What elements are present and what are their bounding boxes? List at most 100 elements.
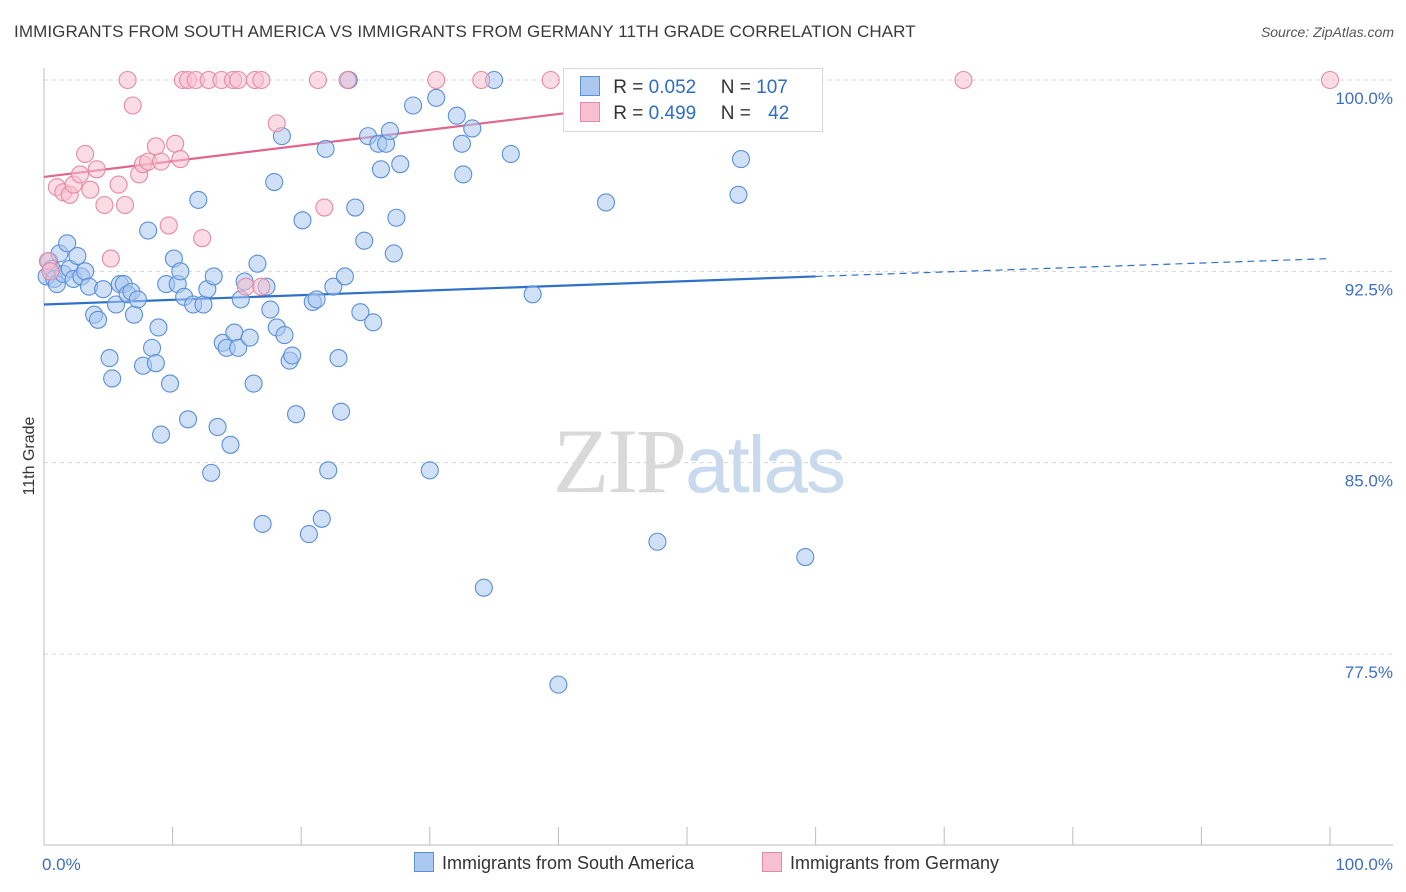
legend-r-value: 0.499 (648, 103, 697, 124)
data-point-pink (315, 198, 334, 217)
data-point-blue (420, 461, 439, 480)
trend-line-blue (43, 275, 816, 306)
series-legend-germany[interactable]: Immigrants from Germany (762, 852, 999, 874)
data-point-pink (146, 137, 165, 156)
data-point-blue (142, 338, 162, 357)
data-point-blue (648, 532, 667, 551)
data-point-blue (474, 578, 493, 597)
y-tick-label: 77.5% (1345, 663, 1393, 682)
data-point-pink (166, 134, 185, 153)
data-point-pink (267, 114, 286, 133)
data-point-blue (139, 221, 158, 240)
data-point-pink (159, 216, 178, 235)
data-point-blue (146, 354, 165, 373)
data-point-blue (387, 208, 406, 227)
legend-r-label: R = (613, 103, 644, 124)
legend-swatch-blue (414, 852, 434, 872)
data-point-blue (76, 262, 95, 281)
data-point-blue (149, 318, 168, 337)
axes (43, 68, 1393, 846)
data-point-blue (189, 190, 208, 209)
data-point-blue (355, 231, 374, 250)
data-point-pink (308, 70, 327, 90)
data-point-pink (118, 70, 137, 90)
series-legend-label: Immigrants from Germany (790, 853, 1000, 873)
data-point-blue (463, 119, 482, 138)
data-point-pink (1320, 70, 1340, 90)
data-point-blue (283, 346, 302, 365)
legend-n-label: N = (720, 77, 751, 98)
watermark-zip: ZIP (553, 410, 687, 512)
data-point-pink (541, 70, 560, 90)
y-tick-label: 100.0% (1335, 89, 1393, 108)
data-point-blue (151, 425, 171, 444)
data-point-blue (208, 417, 227, 437)
data-point-blue (299, 525, 318, 544)
data-point-blue (261, 300, 280, 319)
data-point-blue (103, 369, 122, 388)
legend-n-value: 42 (768, 103, 790, 124)
data-point-pink (193, 229, 212, 248)
legend-swatch-blue (580, 76, 600, 96)
data-point-pink (151, 152, 171, 171)
data-points (37, 70, 1340, 694)
data-point-pink (236, 277, 255, 296)
data-point-blue (244, 374, 263, 393)
data-point-blue (729, 185, 748, 204)
data-point-blue (404, 96, 423, 115)
data-point-pink (115, 195, 135, 215)
data-point-blue (427, 88, 446, 107)
data-point-pink (123, 96, 142, 115)
data-point-blue (221, 435, 240, 454)
data-point-blue (248, 254, 267, 273)
data-point-blue (447, 106, 466, 125)
series-legend-south-america[interactable]: Immigrants from South America (414, 852, 694, 874)
data-point-pink (70, 165, 90, 184)
data-point-pink (954, 70, 973, 90)
data-point-blue (106, 295, 126, 314)
legend-r-label: R = (613, 77, 644, 98)
data-point-pink (338, 70, 357, 90)
data-point-pink (76, 144, 95, 164)
data-point-blue (253, 514, 272, 533)
y-tick-label: 92.5% (1345, 280, 1393, 299)
trend-line-extension-blue (815, 257, 1331, 278)
data-point-pink (472, 70, 491, 90)
data-point-blue (100, 349, 119, 368)
data-point-blue (229, 338, 248, 357)
data-point-blue (68, 246, 87, 266)
legend-n-label: N = (720, 103, 751, 124)
data-point-blue (346, 198, 365, 217)
data-point-blue (225, 323, 244, 342)
data-point-pink (252, 277, 271, 296)
data-point-blue (549, 675, 568, 694)
data-point-blue (160, 374, 180, 393)
data-point-blue (128, 290, 147, 309)
data-point-pink (252, 70, 271, 90)
data-point-blue (452, 134, 472, 153)
series-legend-label: Immigrants from South America (442, 853, 695, 873)
data-point-blue (58, 234, 77, 253)
data-point-blue (287, 405, 306, 424)
data-point-blue (380, 121, 399, 141)
data-point-blue (335, 267, 354, 286)
data-point-blue (454, 165, 473, 184)
data-point-blue (240, 328, 259, 347)
legend-swatch-pink (580, 102, 600, 122)
stats-legend-row-germany: R = 0.499 N = 42 (580, 102, 789, 126)
data-point-blue (265, 172, 284, 192)
stats-legend: R = 0.052 N = 107 R = 0.499 N = 42 (563, 68, 823, 132)
watermark: ZIPatlas (553, 408, 846, 514)
data-point-blue (523, 285, 542, 304)
data-point-blue (312, 509, 331, 528)
data-point-pink (87, 160, 106, 179)
data-point-blue (384, 244, 403, 263)
data-point-blue (364, 313, 383, 332)
data-point-blue (332, 402, 351, 421)
y-tick-label: 85.0% (1345, 472, 1393, 491)
data-point-blue (391, 155, 410, 174)
data-point-blue (324, 277, 343, 296)
data-point-blue (194, 295, 213, 314)
data-point-pink (229, 70, 248, 90)
